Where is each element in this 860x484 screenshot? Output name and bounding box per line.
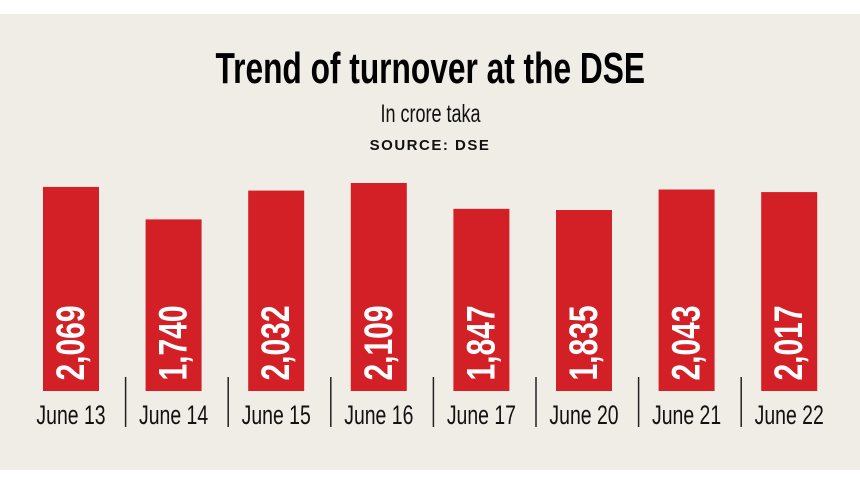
data-label: 1,847	[459, 305, 503, 380]
bar	[350, 183, 407, 391]
data-label: 2,069	[49, 305, 93, 380]
chart-background	[0, 14, 860, 470]
chart-subtitle-text: In crore taka	[379, 100, 481, 128]
data-label: 1,835	[562, 305, 606, 380]
bar	[145, 219, 202, 391]
bar	[43, 186, 99, 391]
bar	[556, 210, 612, 391]
x-tick-label: June 16	[344, 400, 413, 430]
x-tick-label: June 17	[447, 400, 516, 430]
chart-title-text: Trend of turnover at the DSE	[215, 44, 645, 93]
x-tick-label: June 15	[242, 400, 311, 430]
bar	[658, 189, 715, 391]
x-tick-label: June 20	[549, 400, 618, 430]
x-tick-label: June 14	[139, 400, 208, 430]
chart-source: SOURCE: DSE	[369, 137, 491, 154]
bar	[453, 208, 510, 391]
x-tick-label: June 21	[652, 400, 721, 430]
x-tick-label: June 22	[755, 400, 824, 430]
x-tick-label: June 13	[36, 400, 105, 430]
chart-title: Trend of turnover at the DSE	[0, 44, 860, 94]
bar	[761, 192, 818, 391]
data-label: 2,032	[254, 305, 298, 380]
chart-subtitle: In crore taka	[0, 100, 860, 129]
data-label: 2,017	[767, 305, 811, 380]
data-label: 2,043	[665, 305, 709, 380]
bar	[248, 190, 305, 391]
data-label: 1,740	[152, 305, 196, 380]
data-label: 2,109	[357, 305, 401, 380]
